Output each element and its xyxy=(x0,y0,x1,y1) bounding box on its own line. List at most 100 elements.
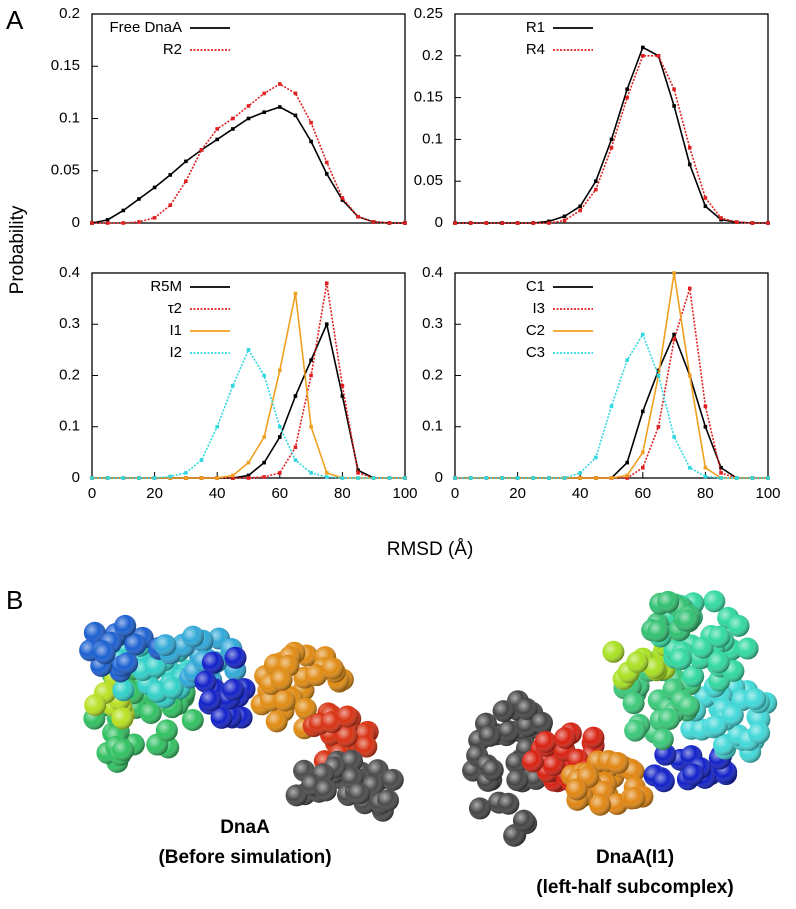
point xyxy=(184,471,188,475)
atom-shade xyxy=(181,709,204,732)
point xyxy=(246,476,251,480)
point xyxy=(609,145,614,150)
point xyxy=(356,471,360,475)
point xyxy=(278,368,282,373)
point xyxy=(641,465,645,470)
y-tick-label: 0.1 xyxy=(59,418,80,435)
atom-shade xyxy=(606,752,629,775)
atom-shade xyxy=(530,711,553,734)
y-tick-label: 0.15 xyxy=(51,57,80,74)
y-tick-label: 0.2 xyxy=(59,366,80,383)
point xyxy=(656,373,661,378)
y-tick-label: 0.1 xyxy=(59,109,80,126)
point xyxy=(137,220,141,224)
point xyxy=(500,221,504,225)
atom-shade xyxy=(512,809,535,832)
series-line xyxy=(455,288,768,479)
atom-shade xyxy=(727,614,750,637)
y-axis-label: Probability xyxy=(7,205,28,294)
molecule-images xyxy=(79,590,778,847)
atom-shade xyxy=(285,784,308,807)
point xyxy=(324,281,329,286)
atom-shade xyxy=(273,689,296,712)
point xyxy=(387,476,392,480)
point xyxy=(324,172,329,176)
x-tick-label: 40 xyxy=(209,485,226,502)
series-line xyxy=(92,293,405,479)
y-tick-label: 0.15 xyxy=(414,89,443,106)
plot-frame xyxy=(454,13,769,224)
atom-shade xyxy=(589,793,612,816)
atom-shade xyxy=(84,694,107,717)
point xyxy=(278,82,282,86)
point xyxy=(453,476,457,480)
point xyxy=(278,471,282,475)
series-line xyxy=(455,46,768,224)
atom-shade xyxy=(582,726,605,749)
x-axis-label: RMSD (Å) xyxy=(387,539,474,560)
point xyxy=(293,394,298,398)
atom-shade xyxy=(83,621,106,644)
atom-shade xyxy=(124,633,147,656)
plot-frame xyxy=(91,272,406,479)
point xyxy=(594,179,598,183)
atom-shade xyxy=(376,789,399,812)
atom-shade xyxy=(222,678,245,701)
point xyxy=(293,458,298,462)
atom-shade xyxy=(348,782,371,805)
atom-shade xyxy=(161,677,184,700)
atom-shade xyxy=(657,590,680,613)
point xyxy=(750,476,755,480)
point xyxy=(215,127,219,131)
point xyxy=(609,404,614,409)
point xyxy=(199,476,204,480)
atom-shade xyxy=(497,720,520,743)
point xyxy=(340,476,345,480)
point xyxy=(278,105,282,109)
point xyxy=(719,476,723,480)
atom-shade xyxy=(515,697,538,720)
caption: (left-half subcomplex) xyxy=(536,877,733,898)
panel-label: A xyxy=(6,5,24,35)
point xyxy=(625,476,629,480)
point xyxy=(531,221,536,225)
atom-shade xyxy=(682,763,705,786)
atom-shade xyxy=(139,702,162,725)
atom-shade xyxy=(335,725,358,748)
x-tick-label: 100 xyxy=(755,485,780,502)
point xyxy=(121,476,126,480)
point xyxy=(750,221,755,225)
point xyxy=(246,104,251,108)
x-tick-label: 0 xyxy=(88,485,96,502)
point xyxy=(403,476,407,480)
atom-shade xyxy=(111,707,134,730)
atom-shade xyxy=(707,651,730,674)
atom-shade xyxy=(154,634,177,657)
point xyxy=(625,87,629,92)
point xyxy=(656,54,661,58)
point xyxy=(246,460,251,465)
x-tick-label: 80 xyxy=(697,485,714,502)
point xyxy=(734,476,739,480)
x-tick-label: 20 xyxy=(146,485,163,502)
point xyxy=(500,476,504,480)
atom-shade xyxy=(116,652,139,675)
point xyxy=(625,95,629,100)
point xyxy=(215,476,219,480)
point xyxy=(371,476,376,480)
point xyxy=(262,110,266,115)
atom-shade xyxy=(224,646,247,669)
point xyxy=(656,424,661,429)
point xyxy=(340,198,345,202)
x-tick-label: 60 xyxy=(271,485,288,502)
atom-shade xyxy=(194,670,217,693)
point xyxy=(231,383,235,388)
atom-shade xyxy=(270,668,293,691)
point xyxy=(562,218,567,223)
point xyxy=(578,471,582,475)
point xyxy=(578,476,582,480)
point xyxy=(547,476,551,480)
point xyxy=(703,404,708,409)
point xyxy=(324,475,329,479)
y-tick-label: 0.2 xyxy=(59,5,80,22)
